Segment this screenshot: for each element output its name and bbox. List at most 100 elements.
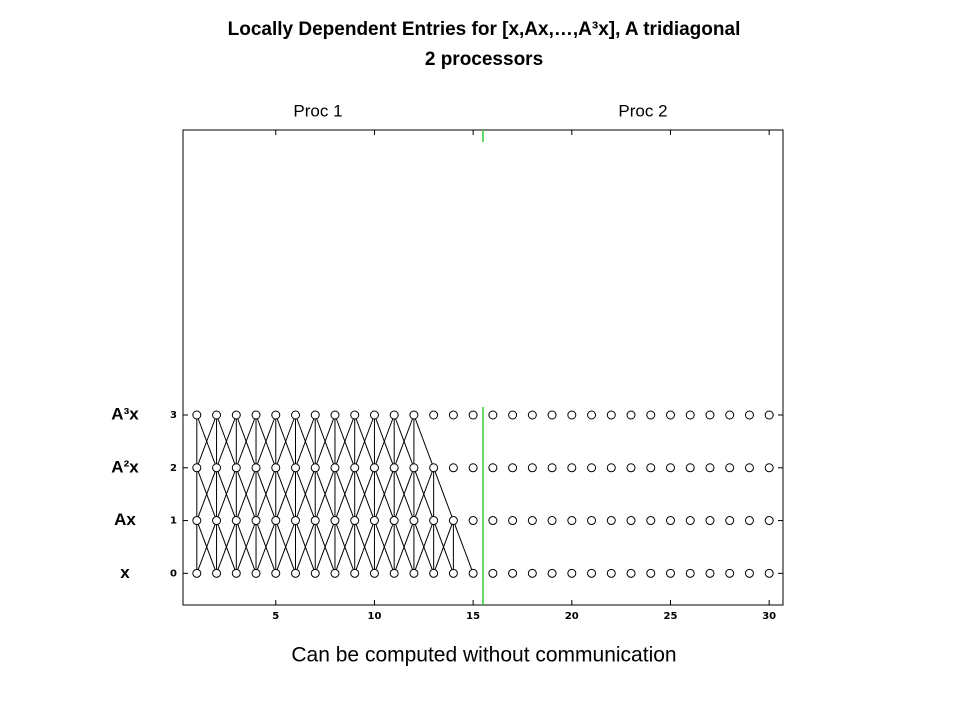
entry — [567, 568, 577, 578]
entry — [685, 568, 695, 578]
entry — [626, 463, 636, 473]
dependency-edge — [373, 467, 395, 521]
entry — [744, 463, 754, 473]
entry — [330, 410, 340, 420]
entry — [725, 516, 735, 526]
dependency-edge — [235, 467, 257, 521]
x-tick-label: 10 — [367, 611, 381, 622]
entry — [606, 568, 616, 578]
y-tick-label: 3 — [170, 410, 177, 421]
entry — [409, 516, 419, 526]
entry — [705, 410, 715, 420]
entry — [606, 410, 616, 420]
entry — [271, 516, 281, 526]
entry — [350, 568, 360, 578]
dependency-edge — [196, 520, 218, 574]
subtitle: 2 processors — [425, 49, 543, 70]
entry — [231, 568, 241, 578]
entry — [350, 463, 360, 473]
dependency-edge — [295, 467, 316, 521]
entry — [468, 568, 478, 578]
entry — [448, 410, 458, 420]
entry — [271, 568, 281, 578]
entry — [448, 568, 458, 578]
entry — [310, 410, 320, 420]
dependency-edge — [216, 520, 237, 574]
entry — [409, 568, 419, 578]
entry — [547, 516, 557, 526]
dependency-edge — [196, 467, 218, 521]
entry — [429, 568, 439, 578]
entry — [310, 516, 320, 526]
entry — [508, 463, 518, 473]
entry — [744, 516, 754, 526]
entry — [705, 516, 715, 526]
entry — [330, 516, 340, 526]
y-tick-label: 0 — [170, 568, 177, 579]
entry — [685, 463, 695, 473]
entry — [646, 516, 656, 526]
entry — [192, 463, 202, 473]
x-tick-label: 15 — [466, 611, 480, 622]
entry — [389, 568, 399, 578]
title: Locally Dependent Entries for [x,Ax,…,A³… — [228, 19, 741, 40]
entry — [310, 568, 320, 578]
dependency-edge — [433, 520, 454, 574]
entry — [369, 410, 379, 420]
entry — [527, 463, 537, 473]
entry — [527, 516, 537, 526]
y-tick-label: 2 — [170, 463, 177, 474]
entry — [212, 516, 222, 526]
row-label: A²x — [111, 457, 139, 476]
proc-label: Proc 1 — [293, 101, 342, 120]
x-tick-label: 25 — [664, 611, 678, 622]
entry — [231, 463, 241, 473]
dependency-edge — [196, 414, 218, 468]
dependency-edge — [354, 467, 375, 521]
entry — [350, 410, 360, 420]
entry — [251, 463, 261, 473]
entry — [330, 463, 340, 473]
entry — [291, 463, 300, 473]
entry — [468, 516, 478, 526]
dependency-edge — [373, 414, 395, 468]
entry — [488, 410, 498, 420]
dependency-edge — [413, 467, 435, 521]
entry — [685, 516, 695, 526]
entry — [212, 410, 222, 420]
entry — [646, 410, 656, 420]
entry — [508, 568, 518, 578]
entry — [666, 463, 675, 473]
entry — [291, 516, 300, 526]
dependency-edge — [393, 467, 415, 521]
entry — [666, 568, 675, 578]
entry — [685, 410, 695, 420]
entry — [291, 410, 300, 420]
entry — [429, 463, 439, 473]
entry — [587, 463, 597, 473]
entry — [389, 463, 399, 473]
entry — [547, 463, 557, 473]
entry — [291, 568, 300, 578]
entry — [764, 410, 774, 420]
entry — [606, 516, 616, 526]
x-tick-label: 30 — [762, 611, 776, 622]
entry — [744, 410, 754, 420]
entry — [606, 463, 616, 473]
entry — [587, 516, 597, 526]
entry — [310, 463, 320, 473]
dependency-edge — [334, 467, 356, 521]
dependency-edge — [275, 414, 296, 468]
dependency-edge — [295, 520, 316, 574]
entry — [764, 568, 774, 578]
dependency-edge — [334, 414, 356, 468]
dependency-edge — [216, 467, 237, 521]
dependency-edge — [393, 520, 415, 574]
entry — [527, 568, 537, 578]
entry — [409, 463, 419, 473]
entry — [764, 463, 774, 473]
x-tick-label: 5 — [272, 611, 279, 622]
proc-label: Proc 2 — [618, 101, 667, 120]
dependency-edge — [255, 414, 277, 468]
